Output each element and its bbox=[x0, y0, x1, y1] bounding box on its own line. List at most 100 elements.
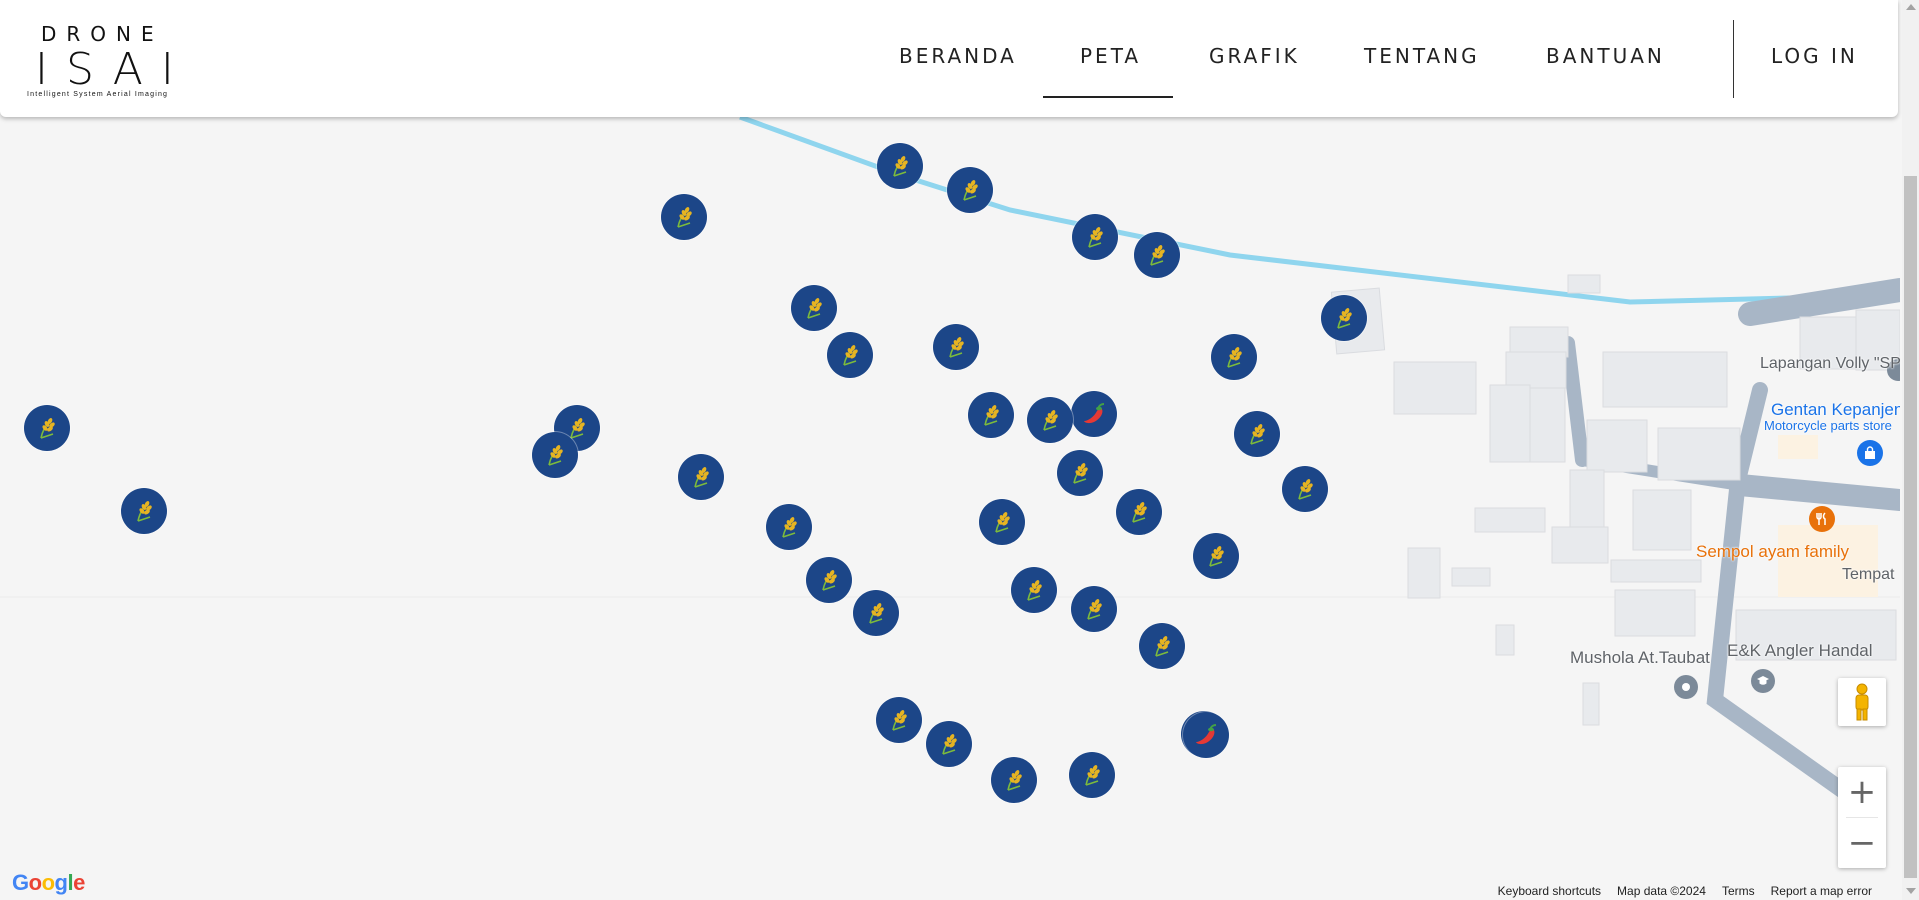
rice-plant-icon bbox=[1000, 766, 1028, 794]
rice-plant-icon bbox=[33, 414, 61, 442]
rice-plant-icon bbox=[886, 152, 914, 180]
rice-plant-icon bbox=[1081, 223, 1109, 251]
place-of-worship-icon[interactable] bbox=[1674, 675, 1698, 699]
poi-gentan-label[interactable]: Gentan Kepanjen bbox=[1771, 400, 1900, 419]
rice-marker[interactable] bbox=[661, 194, 707, 240]
rice-marker[interactable] bbox=[968, 392, 1014, 438]
rice-plant-icon bbox=[885, 706, 913, 734]
rice-marker[interactable] bbox=[827, 332, 873, 378]
rice-marker[interactable] bbox=[1321, 295, 1367, 341]
poi-angler-label[interactable]: E&K Angler Handal bbox=[1727, 641, 1873, 660]
rice-marker[interactable] bbox=[1282, 466, 1328, 512]
rice-plant-icon bbox=[1202, 542, 1230, 570]
rice-marker[interactable] bbox=[121, 488, 167, 534]
rice-marker[interactable] bbox=[1211, 334, 1257, 380]
rice-marker[interactable] bbox=[532, 432, 578, 478]
shopping-bag-icon[interactable] bbox=[1857, 440, 1883, 466]
drone-isai-logo[interactable]: DRONE ISAI Intelligent System Aerial Ima… bbox=[27, 22, 177, 102]
rice-plant-icon bbox=[942, 333, 970, 361]
rice-marker[interactable] bbox=[1072, 214, 1118, 260]
nav-grafik[interactable]: GRAFIK bbox=[1209, 44, 1300, 68]
rice-plant-icon bbox=[541, 441, 569, 469]
rice-marker[interactable] bbox=[853, 590, 899, 636]
rice-marker[interactable] bbox=[877, 143, 923, 189]
rice-marker[interactable] bbox=[678, 454, 724, 500]
river-line bbox=[739, 114, 1791, 305]
rice-marker[interactable] bbox=[791, 285, 837, 331]
rice-marker[interactable] bbox=[876, 697, 922, 743]
page-scrollbar[interactable] bbox=[1902, 0, 1919, 900]
logo-top-text: DRONE bbox=[41, 22, 164, 46]
rice-plant-icon bbox=[1078, 761, 1106, 789]
rice-marker[interactable] bbox=[991, 757, 1037, 803]
restaurant-icon[interactable] bbox=[1809, 506, 1835, 532]
nav-active-indicator bbox=[1043, 96, 1173, 98]
poi-lapangan-label[interactable]: Lapangan Volly "SPICAS" bbox=[1760, 355, 1900, 372]
nav-bantuan[interactable]: BANTUAN bbox=[1546, 44, 1665, 68]
rice-plant-icon bbox=[130, 497, 158, 525]
rice-plant-icon bbox=[1020, 576, 1048, 604]
poi-gentan-subtitle: Motorcycle parts store bbox=[1764, 418, 1892, 433]
zoom-out-button[interactable]: − bbox=[1847, 823, 1877, 863]
rice-plant-icon bbox=[1036, 406, 1064, 434]
nav-tentang[interactable]: TENTANG bbox=[1364, 44, 1480, 68]
rice-marker[interactable] bbox=[806, 557, 852, 603]
pegman-icon bbox=[1855, 683, 1869, 721]
buildings bbox=[1330, 274, 1900, 726]
nav-peta[interactable]: PETA bbox=[1080, 44, 1142, 68]
rice-plant-icon bbox=[956, 176, 984, 204]
rice-plant-icon bbox=[1291, 475, 1319, 503]
rice-marker[interactable] bbox=[1071, 586, 1117, 632]
rice-marker[interactable] bbox=[1057, 450, 1103, 496]
rice-marker[interactable] bbox=[1011, 567, 1057, 613]
rice-marker[interactable] bbox=[979, 499, 1025, 545]
rice-plant-icon bbox=[815, 566, 843, 594]
rice-plant-icon bbox=[1243, 420, 1271, 448]
site-header: DRONE ISAI Intelligent System Aerial Ima… bbox=[0, 0, 1898, 117]
rice-plant-icon bbox=[1148, 632, 1176, 660]
logo-subtitle: Intelligent System Aerial Imaging bbox=[27, 91, 169, 98]
terms-link[interactable]: Terms bbox=[1721, 884, 1755, 898]
report-error-link[interactable]: Report a map error bbox=[1770, 884, 1872, 898]
school-icon[interactable] bbox=[1751, 669, 1775, 693]
nav-beranda[interactable]: BERANDA bbox=[899, 44, 1017, 68]
login-button[interactable]: LOG IN bbox=[1771, 44, 1858, 68]
scroll-thumb[interactable] bbox=[1904, 176, 1917, 878]
poi-mushola-label[interactable]: Mushola At.Taubat bbox=[1570, 648, 1710, 667]
chili-marker[interactable] bbox=[1183, 712, 1229, 758]
chili-marker[interactable] bbox=[1071, 391, 1117, 437]
rice-plant-icon bbox=[977, 401, 1005, 429]
rice-plant-icon bbox=[670, 203, 698, 231]
rice-plant-icon bbox=[800, 294, 828, 322]
rice-marker[interactable] bbox=[1027, 397, 1073, 443]
rice-marker[interactable] bbox=[1139, 623, 1185, 669]
rice-marker[interactable] bbox=[1116, 489, 1162, 535]
poi-sempol-label[interactable]: Sempol ayam family bbox=[1696, 542, 1850, 561]
street-view-pegman[interactable] bbox=[1838, 678, 1886, 726]
keyboard-shortcuts-link[interactable]: Keyboard shortcuts bbox=[1497, 884, 1602, 898]
scroll-down-arrow-icon[interactable] bbox=[1906, 888, 1916, 894]
poi-tempat-label[interactable]: Tempat bbox=[1842, 566, 1895, 583]
google-logo[interactable]: Google bbox=[12, 870, 85, 895]
rice-marker[interactable] bbox=[926, 721, 972, 767]
rice-plant-icon bbox=[1330, 304, 1358, 332]
rice-marker[interactable] bbox=[947, 167, 993, 213]
map-attribution: Keyboard shortcuts Map data ©2024 Terms … bbox=[1491, 882, 1878, 900]
rice-marker[interactable] bbox=[24, 405, 70, 451]
rice-marker[interactable] bbox=[1193, 533, 1239, 579]
rice-plant-icon bbox=[687, 463, 715, 491]
scroll-up-arrow-icon[interactable] bbox=[1906, 4, 1916, 10]
rice-marker[interactable] bbox=[766, 504, 812, 550]
rice-marker[interactable] bbox=[1069, 752, 1115, 798]
rice-marker[interactable] bbox=[1134, 232, 1180, 278]
logo-main-text: ISAI bbox=[35, 44, 192, 95]
rice-marker[interactable] bbox=[1234, 411, 1280, 457]
nav-divider bbox=[1733, 20, 1734, 98]
rice-plant-icon bbox=[862, 599, 890, 627]
rice-marker[interactable] bbox=[933, 324, 979, 370]
zoom-in-button[interactable]: + bbox=[1847, 772, 1877, 812]
rice-plant-icon bbox=[1143, 241, 1171, 269]
sports-icon[interactable] bbox=[1887, 359, 1900, 381]
